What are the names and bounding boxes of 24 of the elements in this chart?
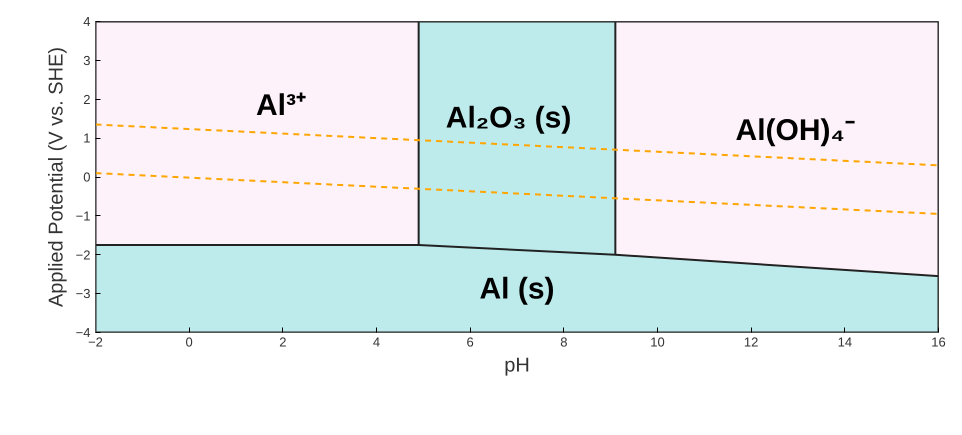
y-tick-label: −1 [76, 208, 91, 224]
y-tick-label: −4 [76, 325, 91, 340]
x-tick-label: 8 [560, 334, 568, 350]
y-tick-label: −2 [76, 247, 91, 262]
x-tick-label: 12 [744, 334, 758, 350]
x-tick-label: 10 [650, 334, 665, 350]
x-tick-label: 2 [279, 334, 286, 350]
annotation: Al (s) [480, 272, 554, 306]
annotation: Al(OH)₄⁻ [736, 114, 855, 147]
x-tick-label: 16 [931, 334, 946, 350]
y-tick-label: 4 [83, 14, 91, 29]
y-tick-label: 2 [83, 92, 91, 107]
x-axis-title: pH [504, 354, 530, 376]
y-tick-label: 0 [83, 170, 91, 184]
annotation: Al³⁺ [256, 88, 306, 122]
y-tick-label: 3 [83, 52, 91, 68]
x-tick-label: 0 [186, 334, 193, 350]
y-axis-title: Applied Potential (V vs. SHE) [46, 46, 68, 308]
x-tick-label: 6 [466, 334, 474, 350]
x-tick-label: 4 [372, 334, 380, 350]
y-tick-label: −3 [76, 286, 91, 302]
y-tick-label: 1 [83, 130, 91, 146]
annotation: Al₂O₃ (s) [446, 101, 572, 134]
x-tick-label: 14 [838, 334, 852, 350]
